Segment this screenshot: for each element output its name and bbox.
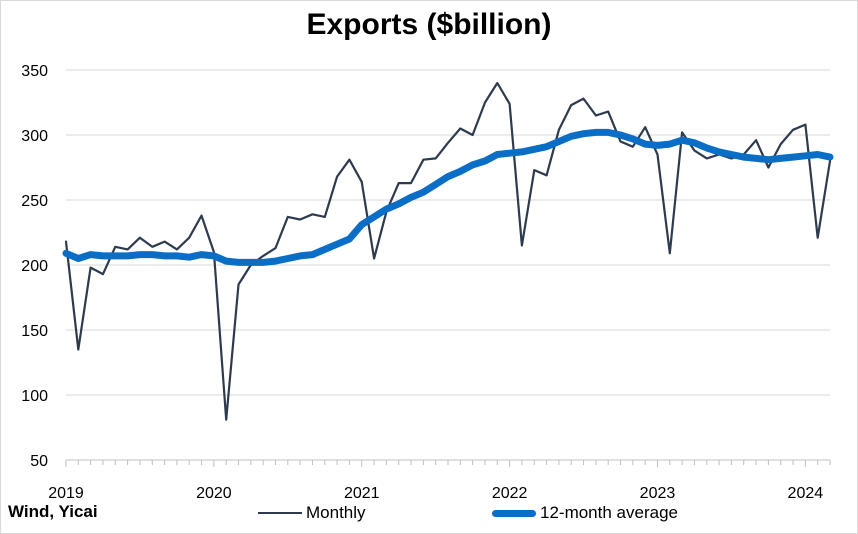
legend-label-average: 12-month average [540,503,678,522]
legend-item-average: 12-month average [492,500,678,526]
series-group [62,81,834,421]
y-tick-label: 100 [21,388,48,405]
x-tick-label: 2019 [48,485,84,502]
x-tick-label: 2023 [640,485,676,502]
legend: Monthly 12-month average [0,500,858,526]
x-tick-label: 2021 [344,485,380,502]
x-tick-label: 2024 [788,485,824,502]
series-line-12-month-average [62,128,834,266]
legend-swatch-monthly [258,512,302,514]
y-tick-label: 350 [21,63,48,80]
source-note: Wind, Yicai [8,502,98,521]
y-tick-label: 50 [30,453,48,470]
x-tick-label: 2022 [492,485,528,502]
y-tick-label: 200 [21,258,48,275]
legend-swatch-average [492,509,536,517]
gridlines [66,69,830,396]
legend-item-monthly: Monthly [258,500,366,526]
chart-title: Exports ($billion) [306,8,552,41]
y-tick-label: 150 [21,323,48,340]
x-tick-label: 2020 [196,485,232,502]
series-line-monthly [64,81,832,421]
legend-label-monthly: Monthly [306,503,366,522]
y-axis: 50 100 150 200 250 300 350 [21,63,48,470]
y-tick-label: 300 [21,128,48,145]
y-tick-label: 250 [21,193,48,210]
x-axis: 2019 2020 2021 2022 2023 2024 [48,459,831,502]
